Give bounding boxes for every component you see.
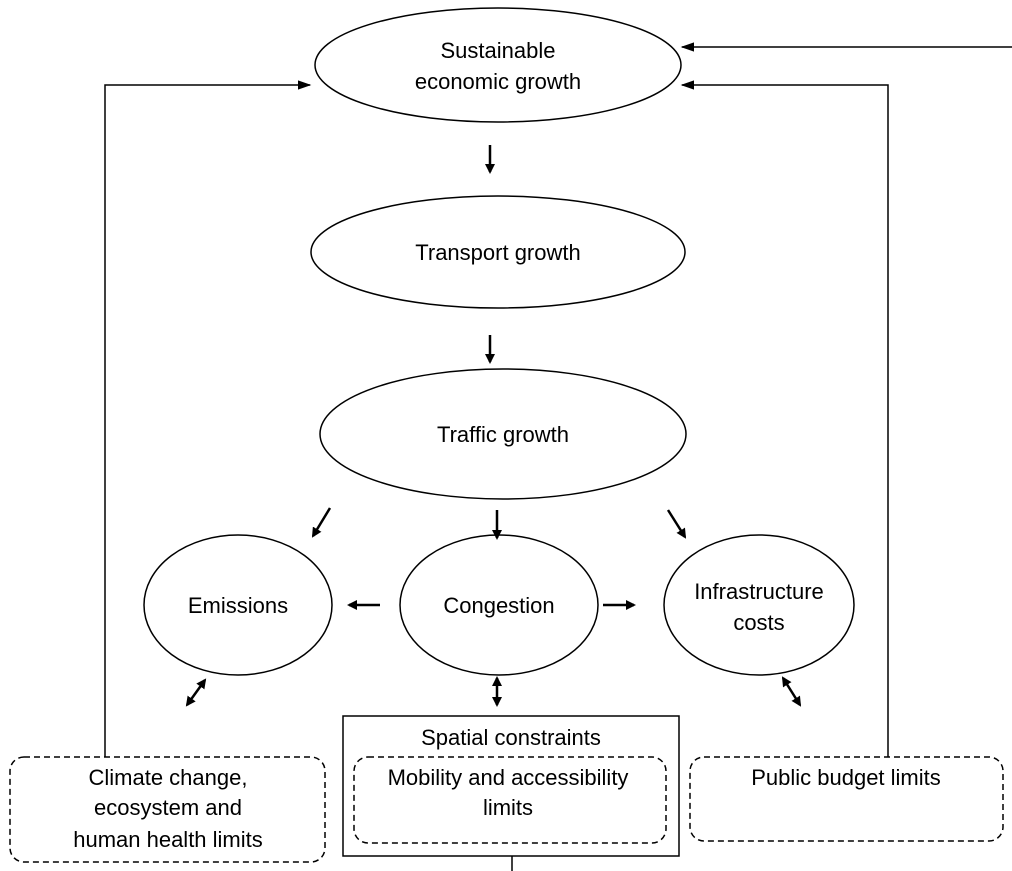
limit-box [353, 756, 667, 844]
node-ellipse [310, 195, 686, 309]
limit-label: Public budget limits [751, 765, 941, 790]
feedback-line [104, 80, 312, 757]
node-ellipse [314, 7, 682, 123]
node-ellipse [143, 534, 333, 676]
limit-label: Mobility and accessibility limits [388, 765, 629, 820]
limit-box [689, 756, 1004, 842]
node-ellipse [319, 368, 687, 500]
node-label: Sustainable economic growth [415, 38, 581, 94]
feedback-line [680, 80, 889, 757]
node-label: Infrastructure costs [694, 579, 824, 635]
arrows [185, 145, 802, 707]
arrow [666, 509, 687, 539]
node-label: Traffic growth [437, 422, 569, 447]
limit-label: Climate change, ecosystem and human health… [73, 765, 263, 852]
node-ellipse [663, 534, 855, 676]
double-arrow [781, 676, 802, 707]
node-label: Transport growth [415, 240, 580, 265]
arrow [311, 507, 332, 538]
constraint-title: Spatial constraints [421, 725, 601, 750]
node-label: Emissions [188, 593, 288, 618]
limit-box [9, 756, 326, 863]
node-label: Congestion [443, 593, 554, 618]
double-arrow [185, 678, 207, 707]
